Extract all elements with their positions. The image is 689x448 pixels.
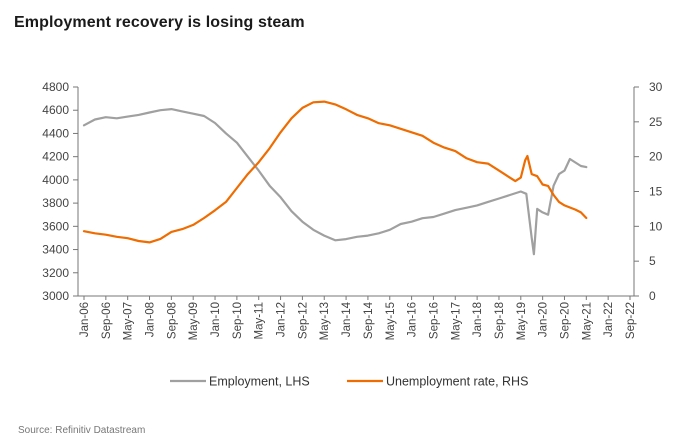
x-tick-label: Sep-20 <box>559 302 571 339</box>
left-tick-label: 4800 <box>42 80 69 94</box>
x-tick-label: Jan-12 <box>276 302 288 337</box>
x-tick-label: Sep-18 <box>494 302 506 339</box>
left-tick-label: 4400 <box>42 126 69 140</box>
x-tick-label: May-17 <box>450 302 462 340</box>
x-tick-label: Sep-10 <box>232 302 244 339</box>
right-tick-label: 10 <box>649 219 663 233</box>
right-tick-label: 15 <box>649 185 663 199</box>
x-tick-label: Jan-06 <box>79 302 91 337</box>
x-tick-label: Sep-14 <box>363 301 375 339</box>
x-tick-label: Sep-22 <box>625 302 637 339</box>
right-tick-label: 0 <box>649 289 656 303</box>
left-tick-label: 3800 <box>42 196 69 210</box>
right-tick-label: 30 <box>649 80 663 94</box>
x-tick-label: May-19 <box>516 302 528 340</box>
left-tick-label: 3600 <box>42 219 69 233</box>
left-tick-label: 3400 <box>42 243 69 257</box>
left-tick-label: 4200 <box>42 150 69 164</box>
x-tick-label: May-11 <box>254 302 266 340</box>
x-tick-label: Jan-22 <box>603 302 615 337</box>
right-tick-label: 5 <box>649 254 656 268</box>
x-tick-label: Sep-16 <box>428 302 440 339</box>
employment-legend-label: Employment, LHS <box>209 375 310 389</box>
unemployment-legend-label: Unemployment rate, RHS <box>386 375 528 389</box>
unemployment-series-line <box>82 100 588 244</box>
left-tick-label: 4000 <box>42 173 69 187</box>
left-tick-label: 3000 <box>42 289 69 303</box>
x-tick-label: Sep-06 <box>101 302 113 339</box>
x-tick-label: May-07 <box>123 302 135 340</box>
chart-title: Employment recovery is losing steam <box>14 14 305 31</box>
x-tick-label: Jan-08 <box>145 302 157 337</box>
left-tick-label: 3200 <box>42 266 69 280</box>
x-tick-label: May-09 <box>188 302 200 340</box>
x-tick-label: Jan-18 <box>472 302 484 337</box>
x-tick-label: Sep-08 <box>166 302 178 339</box>
x-tick-label: May-15 <box>385 302 397 340</box>
x-tick-label: Sep-12 <box>297 302 309 339</box>
x-tick-label: Jan-16 <box>407 302 419 337</box>
source-note: Source: Refinitiv Datastream <box>18 425 146 436</box>
x-tick-label: Jan-20 <box>538 302 550 337</box>
x-tick-label: May-21 <box>581 302 593 340</box>
right-tick-label: 20 <box>649 150 663 164</box>
left-tick-label: 4600 <box>42 103 69 117</box>
employment-series-line <box>82 107 588 256</box>
x-tick-label: Jan-14 <box>341 301 353 337</box>
right-tick-label: 25 <box>649 115 663 129</box>
x-tick-label: May-13 <box>319 302 331 340</box>
x-tick-label: Jan-10 <box>210 302 222 337</box>
